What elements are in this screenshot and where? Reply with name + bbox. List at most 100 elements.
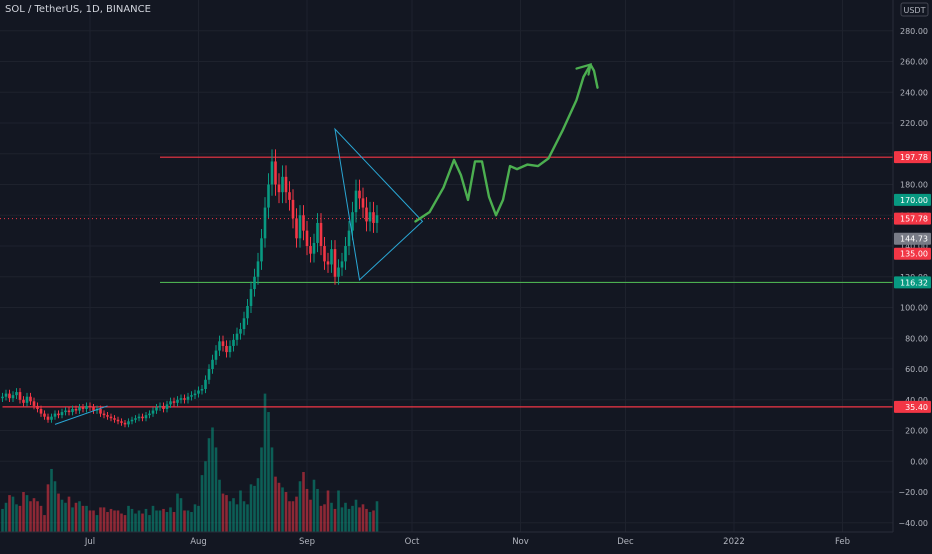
price-label-badge[interactable] bbox=[894, 212, 931, 225]
candle[interactable] bbox=[113, 415, 116, 423]
candle[interactable] bbox=[32, 397, 36, 410]
price-label-badge[interactable] bbox=[894, 276, 931, 289]
candle[interactable] bbox=[8, 389, 11, 402]
candle[interactable] bbox=[288, 181, 291, 211]
candle[interactable] bbox=[120, 418, 123, 426]
candle[interactable] bbox=[162, 402, 165, 413]
candle[interactable] bbox=[183, 394, 186, 404]
candle[interactable] bbox=[60, 408, 64, 419]
candle[interactable] bbox=[81, 404, 85, 413]
candle[interactable] bbox=[71, 405, 74, 416]
projection-path[interactable] bbox=[414, 63, 599, 223]
candle[interactable] bbox=[165, 400, 169, 413]
candle[interactable] bbox=[57, 410, 60, 419]
candle[interactable] bbox=[92, 404, 95, 414]
candle[interactable] bbox=[193, 389, 197, 400]
candle[interactable] bbox=[221, 335, 225, 352]
candle[interactable] bbox=[53, 410, 57, 420]
candle[interactable] bbox=[235, 327, 239, 346]
candle[interactable] bbox=[239, 322, 242, 340]
candle[interactable] bbox=[347, 221, 351, 256]
candle[interactable] bbox=[326, 252, 330, 273]
candle[interactable] bbox=[358, 179, 361, 210]
candle[interactable] bbox=[284, 165, 288, 204]
candle[interactable] bbox=[256, 252, 260, 285]
candle[interactable] bbox=[291, 189, 295, 229]
candle[interactable] bbox=[316, 213, 319, 253]
candle[interactable] bbox=[228, 340, 232, 358]
candle[interactable] bbox=[218, 335, 221, 356]
candle[interactable] bbox=[29, 392, 32, 405]
candle[interactable] bbox=[249, 281, 253, 313]
candle[interactable] bbox=[277, 173, 281, 204]
candle[interactable] bbox=[39, 405, 43, 417]
candle[interactable] bbox=[246, 299, 249, 325]
price-label-badge[interactable] bbox=[894, 193, 931, 206]
candle[interactable] bbox=[67, 407, 71, 416]
candle[interactable] bbox=[281, 165, 284, 204]
candle[interactable] bbox=[18, 388, 22, 404]
candle[interactable] bbox=[365, 197, 368, 232]
candle[interactable] bbox=[267, 173, 270, 218]
candle[interactable] bbox=[260, 228, 263, 270]
candle[interactable] bbox=[22, 396, 25, 407]
candle[interactable] bbox=[158, 402, 162, 411]
candle[interactable] bbox=[309, 236, 312, 263]
candle[interactable] bbox=[85, 402, 88, 413]
price-label-badge[interactable] bbox=[894, 151, 931, 164]
candle[interactable] bbox=[36, 402, 39, 413]
candle[interactable] bbox=[74, 405, 78, 414]
candle[interactable] bbox=[263, 197, 267, 248]
candle[interactable] bbox=[253, 268, 256, 297]
candle[interactable] bbox=[211, 354, 214, 374]
candle[interactable] bbox=[137, 413, 141, 422]
candle[interactable] bbox=[64, 407, 67, 416]
candle[interactable] bbox=[148, 410, 151, 419]
candle[interactable] bbox=[4, 389, 8, 401]
candle[interactable] bbox=[179, 394, 183, 404]
candle[interactable] bbox=[1, 392, 4, 402]
candle[interactable] bbox=[340, 252, 344, 276]
price-axis[interactable]: USDT280.00260.00240.00220.00200.00180.00… bbox=[892, 0, 932, 550]
candle[interactable] bbox=[319, 213, 323, 256]
candle[interactable] bbox=[372, 201, 375, 233]
candle[interactable] bbox=[207, 364, 211, 385]
candle[interactable] bbox=[361, 187, 365, 218]
candle[interactable] bbox=[375, 205, 379, 233]
candle[interactable] bbox=[354, 179, 358, 223]
candle[interactable] bbox=[123, 419, 127, 428]
price-label-badge[interactable] bbox=[894, 400, 931, 413]
candle[interactable] bbox=[88, 402, 92, 411]
candle[interactable] bbox=[144, 411, 148, 422]
candle[interactable] bbox=[151, 407, 155, 417]
candle[interactable] bbox=[127, 418, 130, 428]
candle[interactable] bbox=[134, 415, 137, 423]
candle[interactable] bbox=[176, 396, 179, 407]
candle[interactable] bbox=[323, 236, 326, 270]
candle[interactable] bbox=[368, 201, 372, 232]
candle[interactable] bbox=[330, 240, 333, 273]
candles[interactable] bbox=[1, 149, 379, 428]
candle[interactable] bbox=[204, 375, 207, 394]
candle[interactable] bbox=[50, 413, 53, 423]
horizontal-lines[interactable] bbox=[0, 156, 893, 408]
drawings[interactable] bbox=[54, 63, 599, 425]
candle[interactable] bbox=[305, 221, 309, 256]
candle[interactable] bbox=[109, 413, 113, 422]
candle[interactable] bbox=[232, 334, 235, 352]
candle[interactable] bbox=[242, 311, 246, 336]
candle[interactable] bbox=[78, 404, 81, 414]
candle[interactable] bbox=[312, 233, 316, 263]
candle[interactable] bbox=[15, 388, 18, 400]
candle[interactable] bbox=[43, 410, 46, 420]
candle[interactable] bbox=[270, 149, 274, 196]
candle[interactable] bbox=[214, 345, 218, 365]
candle[interactable] bbox=[25, 392, 29, 407]
candle[interactable] bbox=[172, 397, 176, 407]
price-label-badge[interactable] bbox=[894, 232, 931, 245]
candle[interactable] bbox=[197, 386, 200, 398]
small-trend-line[interactable] bbox=[54, 405, 108, 425]
currency-label[interactable]: USDT bbox=[904, 6, 926, 15]
